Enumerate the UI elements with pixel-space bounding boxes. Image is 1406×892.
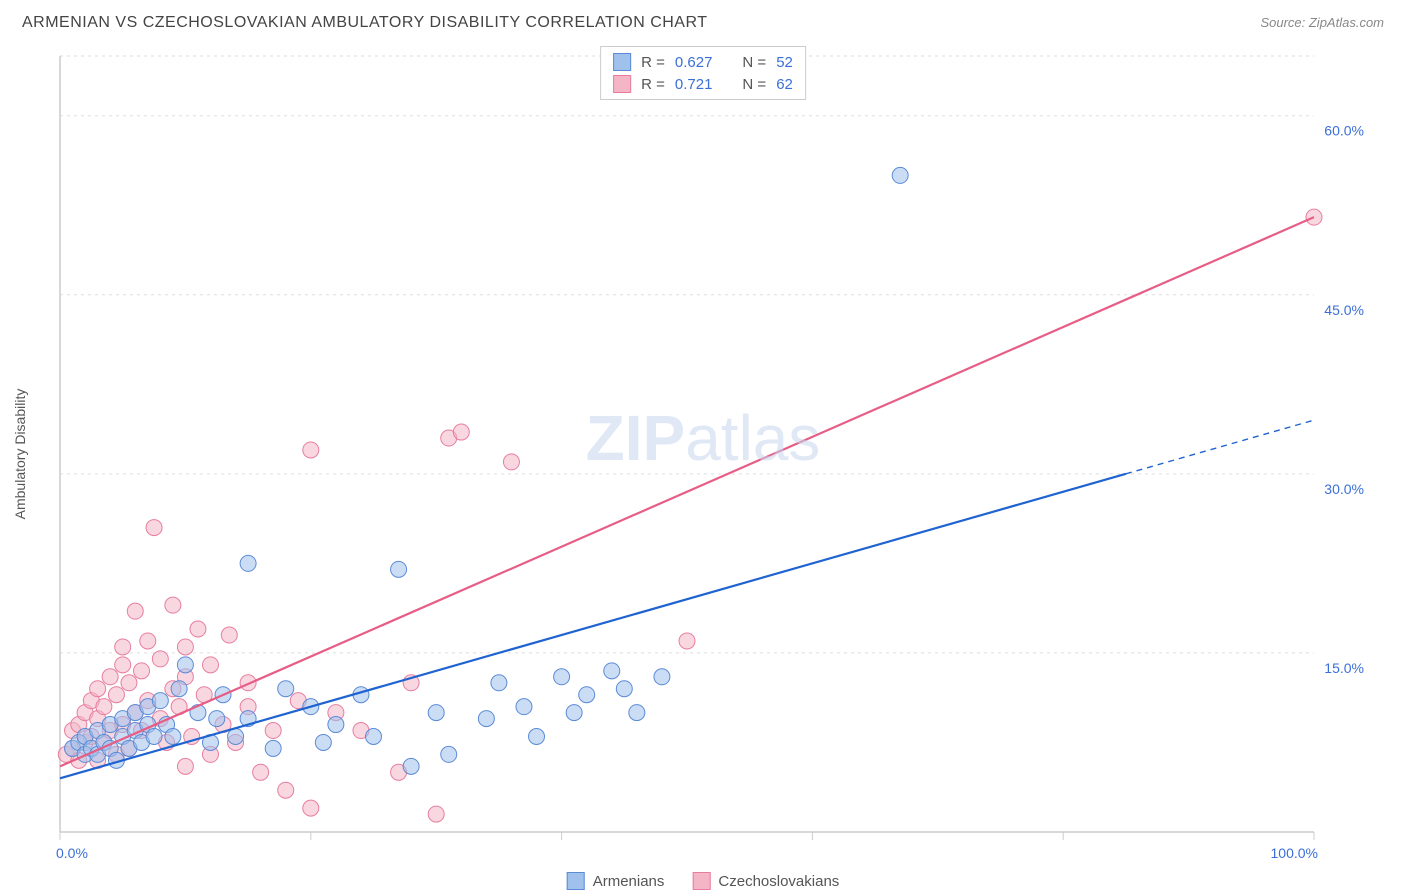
svg-text:45.0%: 45.0% — [1324, 302, 1364, 318]
legend-swatch-a — [567, 872, 585, 890]
correlation-legend: R = 0.627 N = 52 R = 0.721 N = 62 — [600, 46, 806, 100]
legend-swatch-a — [613, 53, 631, 71]
n-value: 62 — [776, 76, 793, 93]
svg-text:15.0%: 15.0% — [1324, 660, 1364, 676]
scatter-plot: 15.0% 30.0% 45.0% 60.0% 0.0% 100.0% — [22, 46, 1384, 862]
chart-title: ARMENIAN VS CZECHOSLOVAKIAN AMBULATORY D… — [22, 14, 708, 32]
r-label: R = — [641, 54, 665, 71]
legend-row: R = 0.627 N = 52 — [613, 51, 793, 73]
r-label: R = — [641, 76, 665, 93]
y-axis-label: Ambulatory Disability — [12, 389, 28, 520]
legend-swatch-b — [692, 872, 710, 890]
legend-label: Armenians — [593, 873, 665, 890]
n-value: 52 — [776, 54, 793, 71]
n-label: N = — [742, 76, 766, 93]
source-attribution: Source: ZipAtlas.com — [1260, 15, 1384, 30]
svg-text:0.0%: 0.0% — [56, 845, 88, 861]
r-value: 0.721 — [675, 76, 713, 93]
legend-item: Armenians — [567, 872, 665, 890]
legend-row: R = 0.721 N = 62 — [613, 73, 793, 95]
legend-item: Czechoslovakians — [692, 872, 839, 890]
svg-text:30.0%: 30.0% — [1324, 481, 1364, 497]
legend-swatch-b — [613, 75, 631, 93]
legend-label: Czechoslovakians — [718, 873, 839, 890]
svg-text:100.0%: 100.0% — [1271, 845, 1318, 861]
n-label: N = — [742, 54, 766, 71]
r-value: 0.627 — [675, 54, 713, 71]
series-legend: Armenians Czechoslovakians — [567, 872, 840, 890]
chart-area: Ambulatory Disability ZIPatlas 15.0%30.0… — [22, 46, 1384, 862]
svg-text:60.0%: 60.0% — [1324, 123, 1364, 139]
